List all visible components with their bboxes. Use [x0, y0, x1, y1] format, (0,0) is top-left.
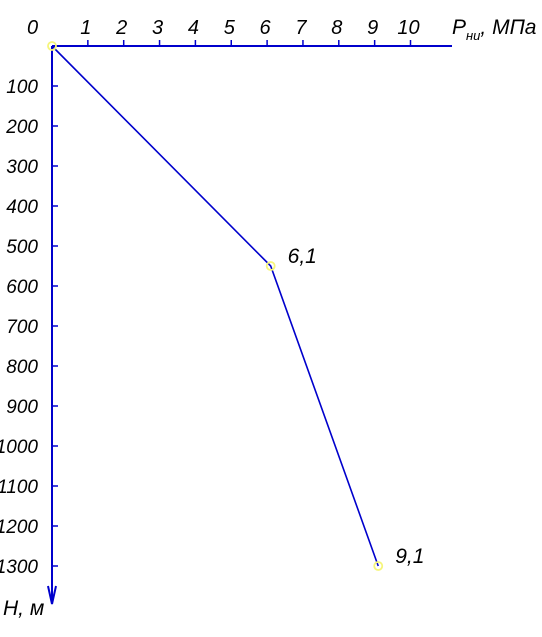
y-axis: 100 200 300 400 500 600 700 800 900 1000 1100 1200 1… — [0, 46, 58, 605]
y-axis-arrow-icon — [47, 585, 57, 605]
x-tick-label: 1 — [80, 17, 91, 39]
x-tick-label: 3 — [152, 17, 163, 39]
data-point — [47, 41, 57, 51]
y-tick-label: 600 — [6, 277, 38, 298]
y-tick-label: 700 — [6, 317, 38, 338]
origin-label: 0 — [27, 17, 38, 39]
series-group — [47, 41, 384, 571]
x-tick-label: 7 — [295, 17, 307, 39]
data-point — [265, 261, 276, 271]
y-tick-label: 900 — [6, 397, 38, 418]
y-tick-label: 1100 — [0, 477, 38, 498]
x-tick-label: 2 — [115, 17, 127, 39]
y-tick-label: 1000 — [0, 437, 38, 458]
series-line — [51, 45, 379, 567]
y-tick-label: 500 — [6, 237, 38, 258]
x-tick-label: 5 — [224, 17, 236, 39]
y-axis-title: H, м — [3, 597, 44, 620]
y-ticks: 100 200 300 400 500 600 700 800 900 1000 1100 1200 1… — [0, 77, 58, 578]
annotations: 6,1 9,1 — [288, 245, 425, 568]
data-label: 6,1 — [288, 245, 317, 268]
y-tick-label: 1300 — [0, 557, 38, 578]
x-axis-title-symbol: P — [452, 16, 466, 39]
x-tick-label: 9 — [367, 17, 378, 39]
x-axis: 1 2 3 4 5 6 7 8 9 10 — [52, 17, 452, 47]
x-axis-title-unit: , МПа — [480, 16, 536, 39]
y-tick-label: 200 — [5, 117, 38, 138]
x-tick-label: 10 — [397, 17, 419, 39]
x-tick-label: 4 — [188, 17, 199, 39]
data-point — [373, 561, 384, 571]
y-tick-label: 400 — [6, 197, 38, 218]
y-tick-label: 1200 — [0, 517, 38, 538]
y-tick-label: 300 — [6, 157, 38, 178]
data-label: 9,1 — [395, 545, 424, 568]
y-tick-label: 100 — [6, 77, 38, 98]
x-axis-title: Pни, МПа — [452, 16, 536, 43]
x-axis-title-subscript: ни — [466, 28, 480, 43]
x-tick-label: 8 — [331, 17, 342, 39]
y-tick-label: 800 — [6, 357, 38, 378]
x-tick-label: 6 — [260, 17, 272, 39]
x-ticks: 1 2 3 4 5 6 7 8 9 10 — [80, 17, 420, 46]
